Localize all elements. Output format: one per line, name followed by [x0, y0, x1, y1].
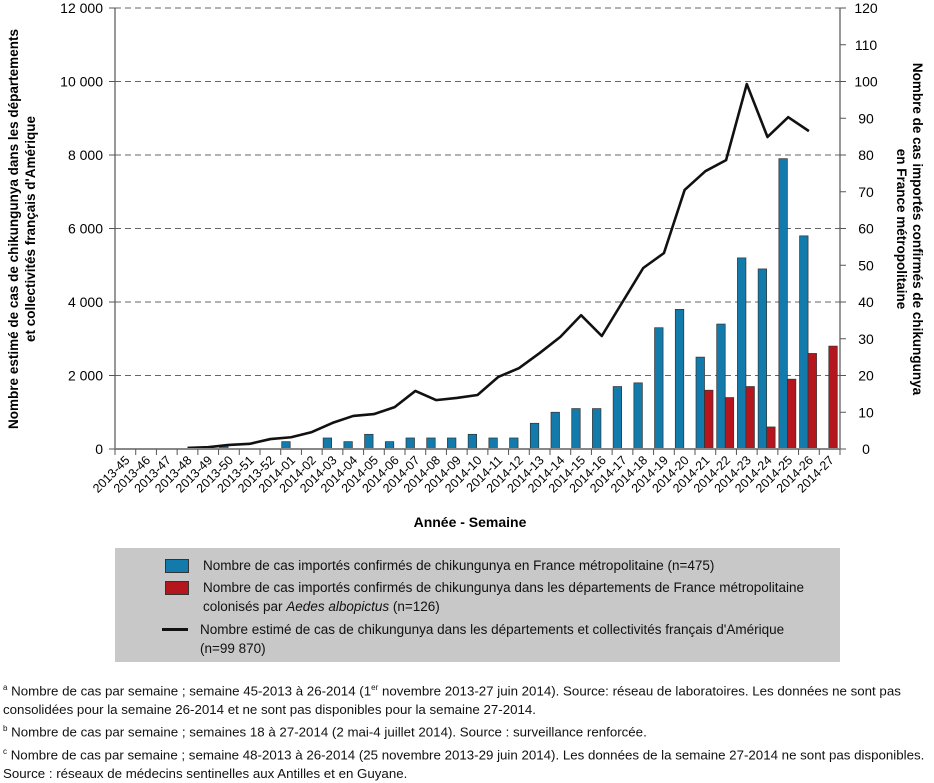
y-axis-right-title-line1: Nombre de cas importés confirmés de chik…: [910, 63, 925, 396]
bar-blue: [757, 268, 767, 450]
series-line-estimated-cases: [187, 82, 810, 450]
bar-red: [807, 353, 817, 450]
bar-red: [766, 426, 776, 450]
legend-label: Nombre de cas importés confirmés de chik…: [203, 580, 805, 614]
bar-blue: [322, 437, 332, 450]
bar-red: [724, 397, 735, 450]
bar-blue: [343, 441, 353, 450]
y-axis-left-title-line2: et collectivités français d'Amérique: [23, 115, 38, 342]
bar-blue: [509, 437, 519, 450]
footnotes: a Nombre de cas par semaine ; semaine 45…: [3, 678, 931, 783]
bar-blue: [488, 437, 498, 450]
bar-blue: [529, 422, 540, 450]
bars: [219, 158, 838, 450]
y-right-tick-label: 30: [858, 331, 874, 347]
legend-label: Nombre de cas importés confirmés de chik…: [203, 558, 715, 573]
bar-blue: [447, 437, 457, 450]
chart: 0 2 000 4 000 6 000 8 000 10 000 12 000 0 10 20 30…: [6, 0, 925, 530]
bar-blue: [737, 257, 747, 450]
legend-line-swatch: [162, 628, 188, 631]
y-right-tick-label: 70: [858, 184, 874, 200]
bar-blue: [799, 235, 809, 450]
y-left-tick-label: 12 000: [60, 0, 103, 16]
bar-blue: [281, 441, 291, 450]
legend: Nombre de cas importés confirmés de chik…: [115, 548, 840, 662]
bar-red: [828, 345, 838, 450]
bar-blue: [384, 441, 395, 450]
bar-blue: [654, 327, 664, 450]
axes: 0 2 000 4 000 6 000 8 000 10 000 12 000 0 10 20 30…: [60, 0, 878, 496]
footnote-b: b Nombre de cas par semaine ; semaines 1…: [3, 724, 647, 740]
y-right-tick-label: 60: [858, 221, 874, 237]
y-right-tick-label: 80: [858, 147, 874, 163]
y-right-tick-label: 90: [858, 110, 874, 126]
bar-blue: [426, 437, 436, 450]
bar-red: [745, 386, 755, 450]
y-right-tick-label: 10: [858, 404, 874, 420]
legend-item-blue: Nombre de cas importés confirmés de chik…: [165, 556, 714, 575]
legend-item-red: Nombre de cas importés confirmés de chik…: [165, 578, 805, 616]
x-axis-title: Année - Semaine: [414, 514, 527, 530]
y-left-tick-label: 6 000: [68, 221, 103, 237]
bar-blue: [405, 437, 415, 450]
y-right-tick-label: 50: [858, 257, 874, 273]
bar-blue: [674, 309, 685, 450]
y-axis-right-title-line2: en France métropolitaine: [894, 149, 909, 310]
y-right-tick-label: 40: [858, 294, 874, 310]
y-right-tick-label: 0: [862, 441, 870, 457]
bar-blue: [716, 323, 726, 450]
y-right-tick-label: 20: [858, 368, 874, 384]
bar-blue: [633, 382, 643, 450]
bar-blue: [467, 433, 477, 450]
y-left-tick-label: 2 000: [68, 368, 103, 384]
bar-red: [787, 378, 797, 450]
bar-blue: [695, 356, 705, 450]
bar-blue: [592, 408, 602, 450]
bar-red: [704, 389, 714, 450]
y-left-tick-label: 8 000: [68, 147, 103, 163]
legend-item-line: Nombre estimé de cas de chikungunya dans…: [162, 620, 805, 658]
y-right-tick-label: 100: [854, 74, 878, 90]
legend-swatch-blue: [165, 559, 189, 573]
footnote-a: a Nombre de cas par semaine ; semaine 45…: [3, 683, 901, 718]
legend-swatch-red: [165, 581, 189, 595]
bar-blue: [571, 408, 581, 450]
bar-blue: [612, 386, 622, 450]
bar-blue: [550, 411, 560, 450]
y-left-tick-label: 4 000: [68, 294, 103, 310]
y-axis-left-title-line1: Nombre estimé de cas de chikungunya dans…: [6, 29, 21, 429]
bar-blue: [778, 158, 788, 450]
footnote-c: c Nombre de cas par semaine ; semaine 48…: [3, 746, 925, 782]
bar-blue: [364, 433, 374, 450]
legend-label: Nombre estimé de cas de chikungunya dans…: [200, 622, 785, 656]
y-left-tick-label: 10 000: [60, 74, 103, 90]
y-right-tick-label: 120: [854, 0, 878, 16]
y-right-tick-label: 110: [855, 37, 878, 53]
y-left-tick-label: 0: [95, 441, 103, 457]
gridlines: [115, 7, 840, 376]
